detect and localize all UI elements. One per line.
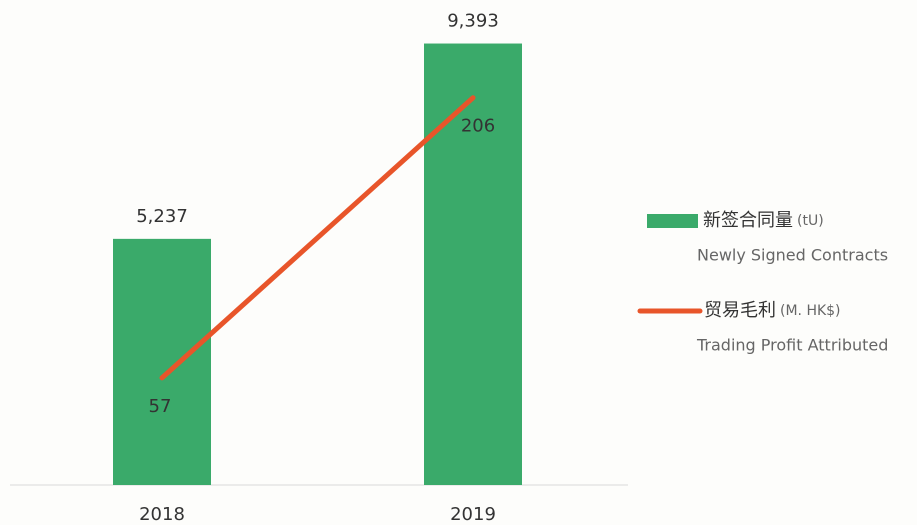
- x-tick-label: 2019: [450, 504, 496, 525]
- legend-swatch: [647, 214, 698, 228]
- legend-subtitle: Trading Profit Attributed: [696, 336, 888, 355]
- bar: [113, 238, 211, 485]
- x-tick-label: 2018: [139, 504, 185, 525]
- legend-subtitle: Newly Signed Contracts: [697, 246, 888, 265]
- bar: [424, 43, 522, 486]
- legend-label: 新签合同量 (tU): [703, 210, 824, 231]
- legend-unit: (tU): [797, 213, 824, 229]
- legend-name: 贸易毛利: [704, 300, 776, 321]
- value-label: 57: [149, 396, 172, 417]
- legend-unit: (M. HK$): [780, 303, 841, 319]
- legend-name: 新签合同量: [703, 210, 793, 231]
- value-label: 5,237: [136, 206, 188, 227]
- legend-label: 贸易毛利 (M. HK$): [704, 300, 841, 321]
- line: [159, 95, 476, 381]
- legend: 新签合同量 (tU) Newly Signed Contracts 贸易毛利 (M.…: [637, 210, 888, 355]
- value-label: 9,393: [447, 11, 499, 32]
- value-label: 206: [461, 116, 495, 137]
